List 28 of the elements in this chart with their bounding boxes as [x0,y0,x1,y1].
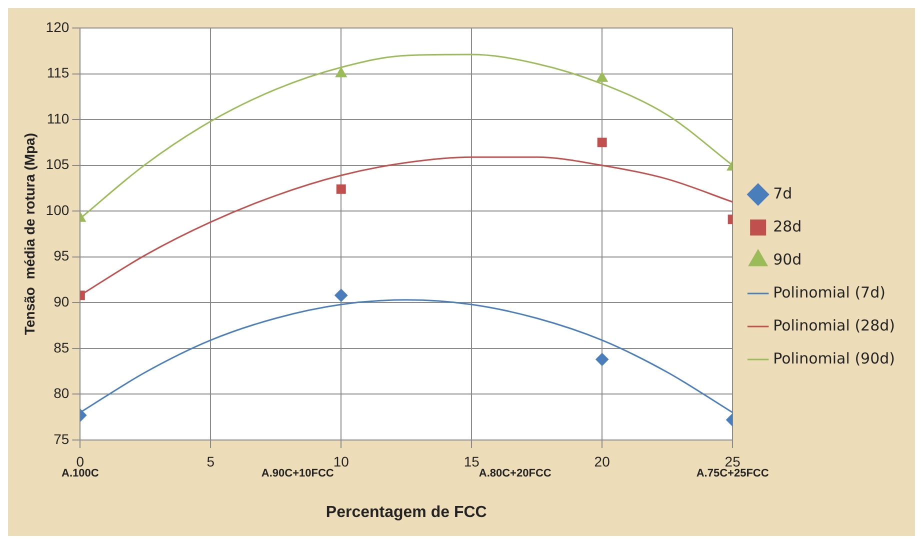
x-tick-label: 20 [594,453,610,470]
y-tick-label: 100 [46,202,70,218]
y-tick-label: 110 [46,110,70,126]
legend-label: Polinomial (7d) [773,283,886,302]
y-tick-label: 120 [46,18,70,35]
legend-label: 28d [773,217,802,236]
text: A.80C+20FCC [478,468,552,480]
y-tick-label: 85 [54,339,70,356]
x-tick-label: 0 [76,453,84,470]
y-axis-title: Tensão média de rotura (Mpa) [21,133,38,335]
x-tick-label: 15 [464,453,480,470]
text: A.90C+10FCC [261,468,334,480]
text: A.100C [62,468,99,480]
x-axis-title: Percentagem de FCC [326,504,488,521]
y-tick-label: 90 [54,294,70,310]
y-tick-label: 115 [46,64,70,81]
y-tick-label: 75 [54,430,70,447]
legend-label: 90d [773,250,802,268]
x-tick-label: 10 [333,453,350,470]
y-tick-label: 105 [46,156,70,172]
y-tick-label: 95 [54,248,70,264]
text: A.75C+25FCC [696,468,769,480]
x-tick-label: 25 [724,453,741,470]
legend-label: Polinomial (90d) [773,349,896,368]
legend-label: Polinomial (28d) [773,316,896,334]
y-tick-label: 80 [54,385,70,402]
legend-label: 7d [773,184,792,202]
x-tick-label: 5 [206,453,215,470]
